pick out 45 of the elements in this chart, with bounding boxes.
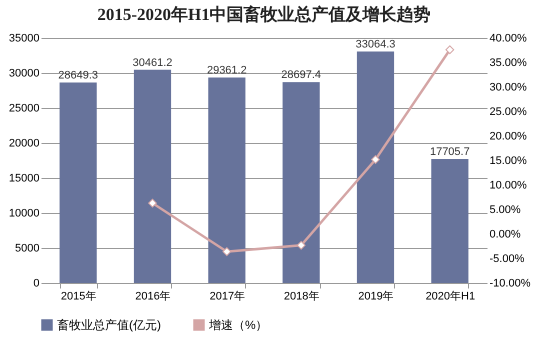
y2-tick-label: -5.00% bbox=[490, 253, 525, 265]
bar bbox=[431, 159, 468, 283]
point bbox=[296, 240, 306, 250]
point bbox=[371, 155, 380, 164]
y-tick-label: 5000 bbox=[15, 242, 40, 254]
y2-tick-label: 40.00% bbox=[490, 32, 528, 44]
y-tick-label: 35000 bbox=[8, 32, 40, 44]
legend-label: 畜牧业总产值(亿元) bbox=[57, 318, 161, 332]
bar bbox=[208, 77, 246, 283]
y2-tick-label: 25.00% bbox=[490, 106, 528, 118]
y2-tick-label: 15.00% bbox=[490, 155, 528, 167]
data-label: 28697.4 bbox=[281, 69, 322, 82]
point bbox=[148, 198, 157, 208]
y2-tick-label: 5.00% bbox=[490, 204, 521, 216]
x-tick-label: 2019年 bbox=[358, 290, 394, 302]
y2-tick-label: 10.00% bbox=[490, 180, 528, 192]
x-tick-label: 2015年 bbox=[60, 290, 96, 302]
x-tick-label: 2017年 bbox=[210, 290, 246, 302]
bar bbox=[134, 70, 172, 283]
data-label: 30461.2 bbox=[132, 56, 172, 69]
y2-tick-label: 20.00% bbox=[490, 130, 528, 142]
y-tick-label: 15000 bbox=[8, 172, 40, 184]
data-label: 17705.7 bbox=[430, 146, 470, 158]
x-tick-label: 2018年 bbox=[284, 290, 320, 302]
data-label: 33064.3 bbox=[356, 38, 396, 51]
bar bbox=[60, 82, 97, 283]
y-tick-label: 20000 bbox=[8, 138, 40, 150]
y-tick-label: 10000 bbox=[8, 208, 40, 220]
bar bbox=[282, 82, 320, 283]
bar bbox=[356, 52, 394, 283]
y-tick-label: 30000 bbox=[8, 68, 40, 80]
data-label: 28649.3 bbox=[58, 69, 98, 82]
x-tick-label: 2020年H1 bbox=[426, 290, 476, 302]
y2-tick-label: 0.00% bbox=[490, 228, 521, 240]
point bbox=[445, 45, 454, 54]
data-label: 29361.2 bbox=[206, 64, 247, 76]
point bbox=[222, 247, 232, 256]
chart-title: 2015-2020年H1中国畜牧业总产值及增长趋势 bbox=[97, 4, 431, 24]
y-tick-label: 25000 bbox=[8, 102, 40, 114]
y-tick-label: 0 bbox=[33, 278, 40, 290]
y2-tick-label: -10.00% bbox=[490, 278, 531, 290]
y2-tick-label: 35.00% bbox=[490, 57, 528, 69]
y2-tick-label: 30.00% bbox=[490, 82, 528, 94]
legend-label: 增速（%） bbox=[208, 318, 268, 332]
x-tick-label: 2016年 bbox=[135, 290, 171, 302]
